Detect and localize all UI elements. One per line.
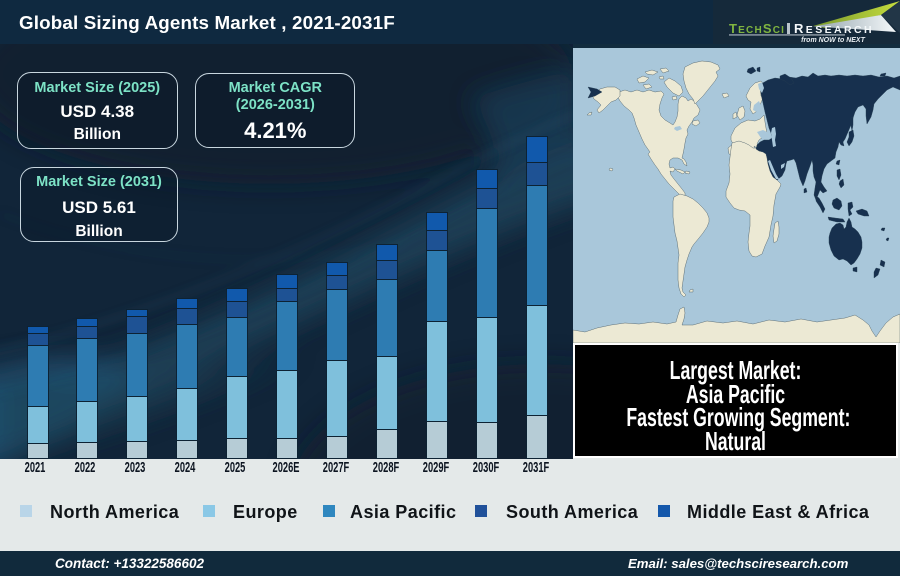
svg-text:RESEARCH: RESEARCH <box>794 21 874 36</box>
svg-text:from NOW to NEXT: from NOW to NEXT <box>801 37 865 44</box>
svg-text:TECHSCI: TECHSCI <box>729 21 785 36</box>
